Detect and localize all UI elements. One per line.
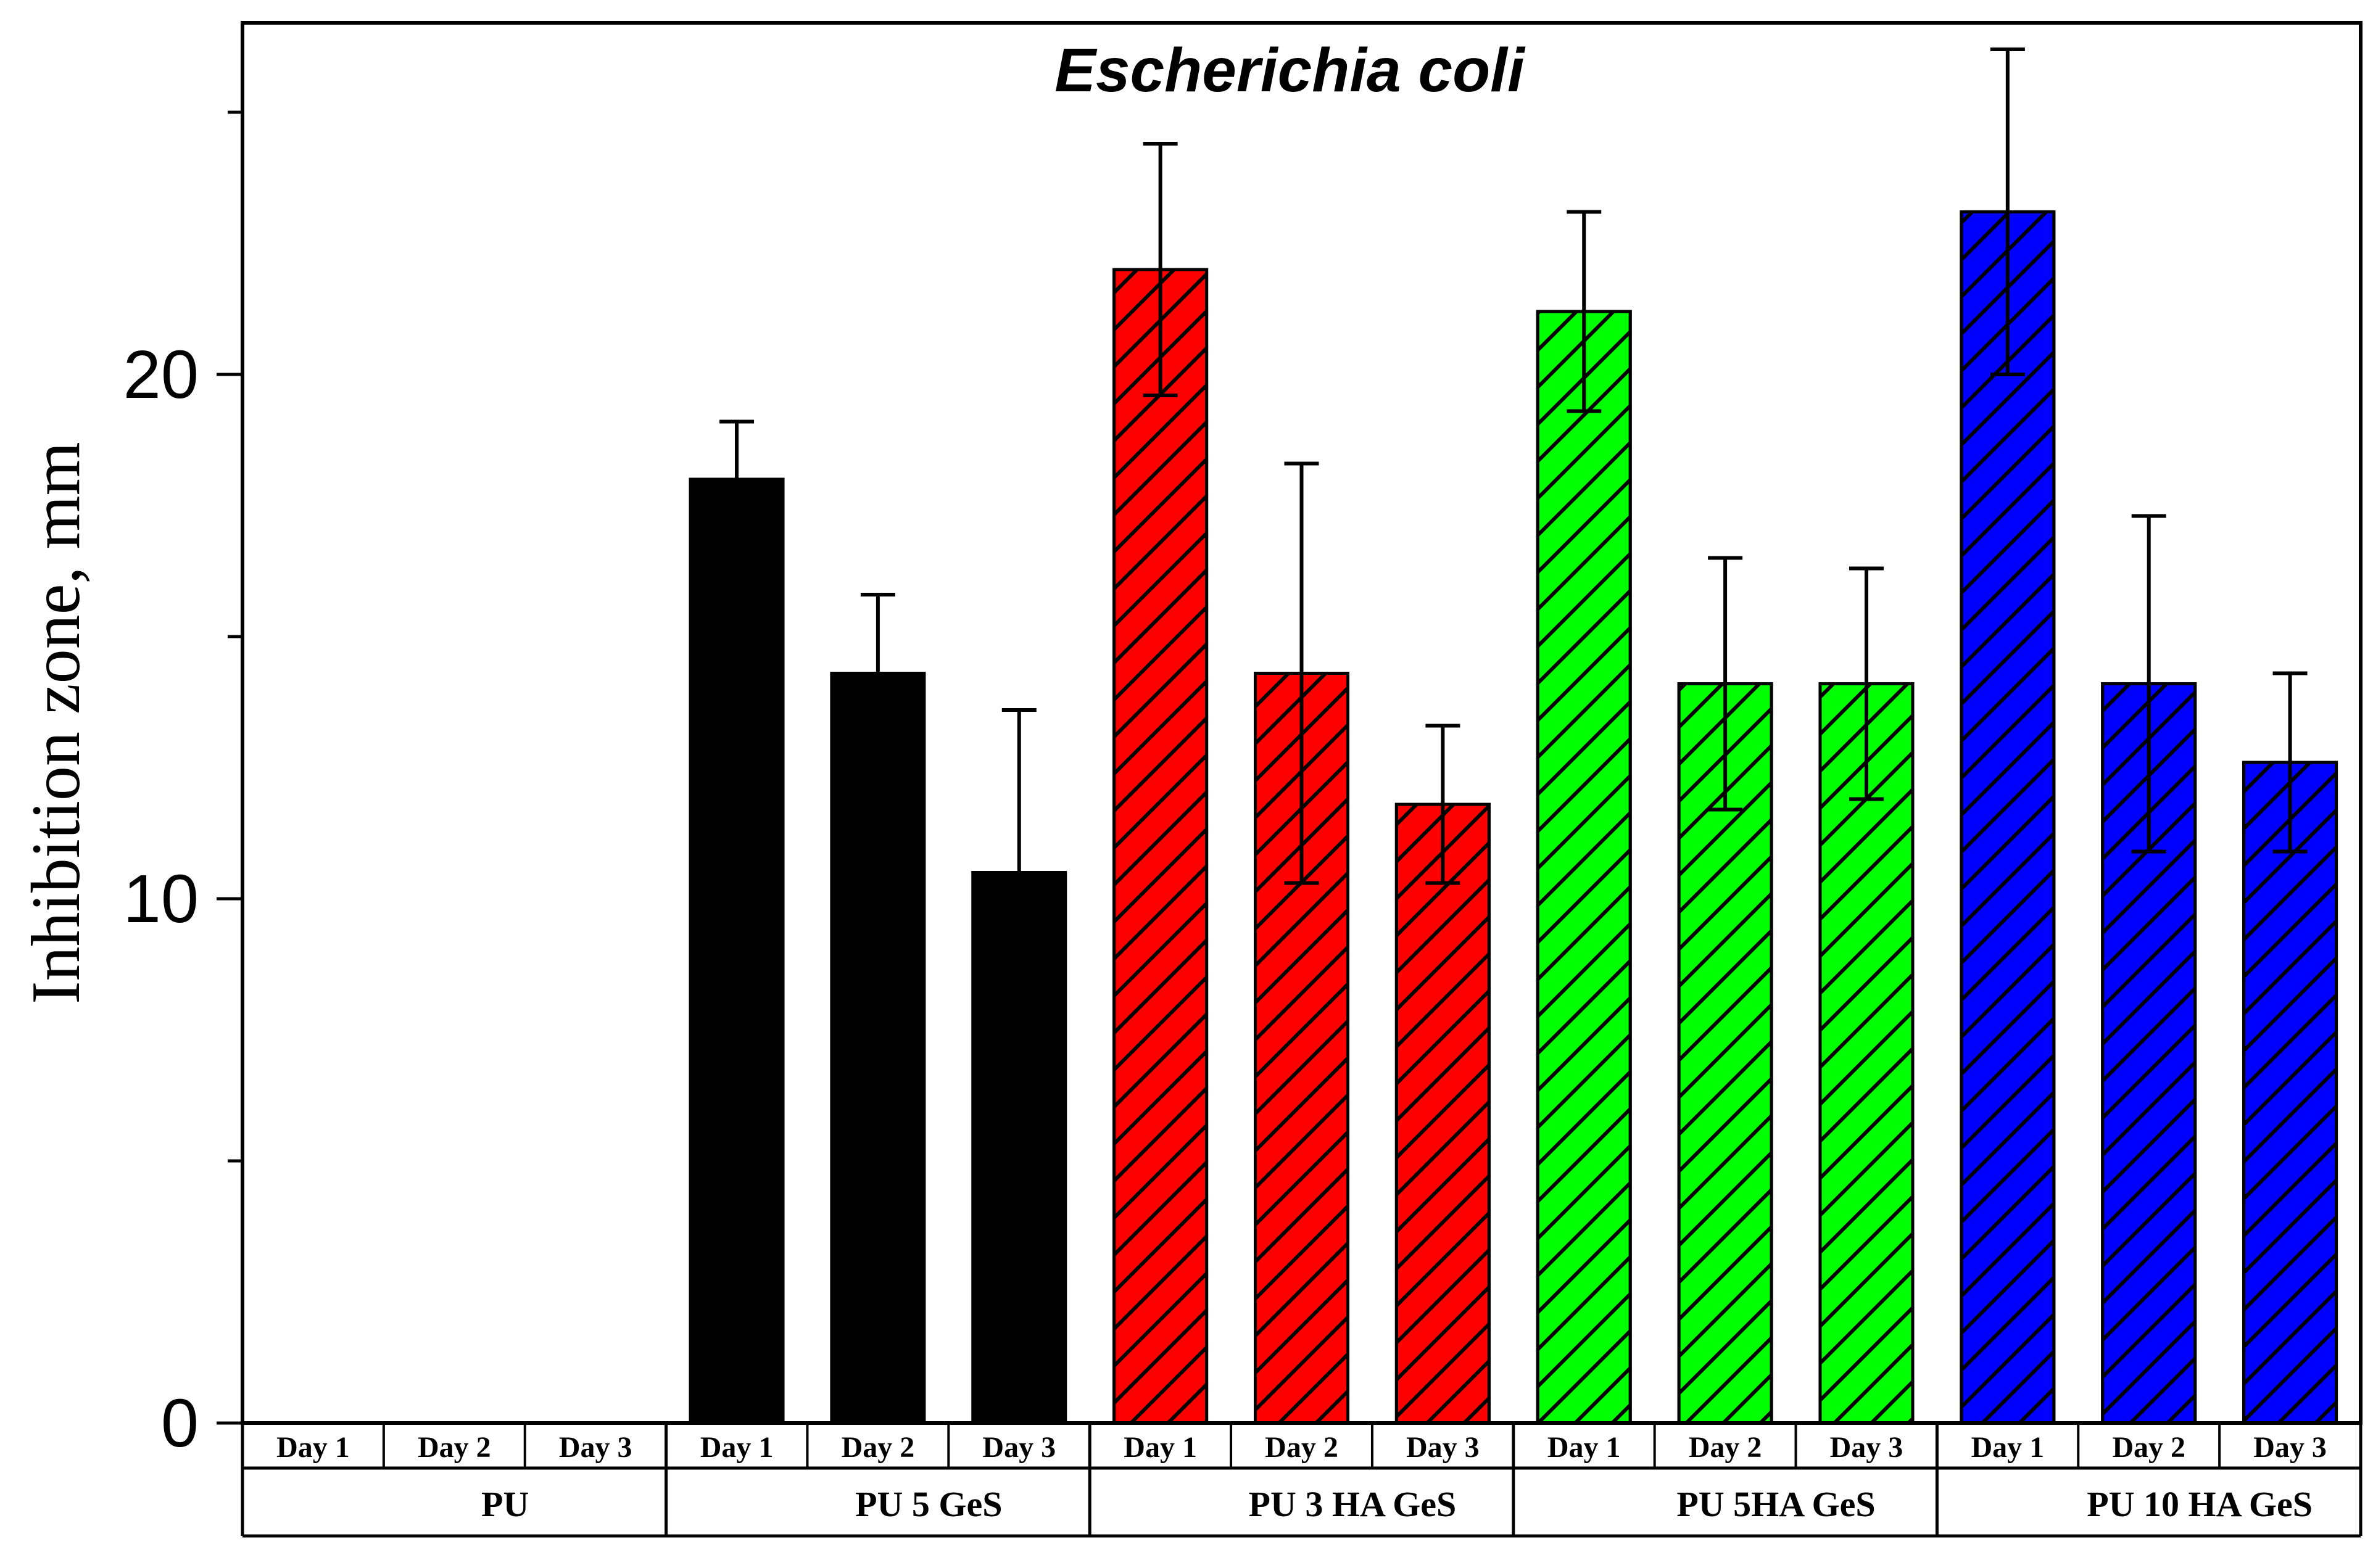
x-group-label: PU 5HA GeS [1676,1484,1875,1524]
x-tick-label-day: Day 3 [2253,1431,2327,1464]
bar-hatch [1254,672,1349,1425]
x-group-label: PU 5 GeS [855,1484,1002,1524]
x-tick-label-day: Day 1 [700,1431,774,1464]
y-tick-label: 10 [123,861,199,937]
bar [830,672,926,1425]
x-tick-label-day: Day 2 [1265,1431,1338,1464]
x-tick-label-day: Day 2 [418,1431,491,1464]
bar-hatch [2242,761,2338,1425]
bar-hatch [1818,682,1915,1425]
bar-hatch [1960,210,2056,1425]
y-tick-label: 20 [123,337,199,413]
plot-frame [241,21,2363,1425]
x-tick-label-day: Day 3 [559,1431,632,1464]
chart-title: Escherichia coli [1054,36,1526,105]
bar [689,477,785,1425]
x-tick-label-day: Day 3 [1406,1431,1480,1464]
x-tick-label-day: Day 3 [982,1431,1056,1464]
bar-hatch [1536,310,1632,1425]
x-tick-label-day: Day 1 [1124,1431,1197,1464]
x-tick-label-day: Day 2 [1689,1431,1762,1464]
y-axis-label: Inhibition zone, mm [18,442,94,1004]
x-group-label: PU 3 HA GeS [1249,1484,1457,1524]
y-tick-label: 0 [161,1385,199,1461]
x-tick-label-day: Day 1 [276,1431,350,1464]
x-group-label: PU [481,1484,529,1524]
x-tick-label-day: Day 2 [2112,1431,2185,1464]
x-tick-label-day: Day 1 [1971,1431,2044,1464]
x-group-label: PU 10 HA GeS [2087,1484,2313,1524]
x-tick-label-day: Day 2 [842,1431,915,1464]
bar-hatch [1112,268,1209,1425]
bar-hatch [1394,803,1491,1425]
x-tick-label-day: Day 1 [1547,1431,1621,1464]
x-tick-label-day: Day 3 [1830,1431,1903,1464]
